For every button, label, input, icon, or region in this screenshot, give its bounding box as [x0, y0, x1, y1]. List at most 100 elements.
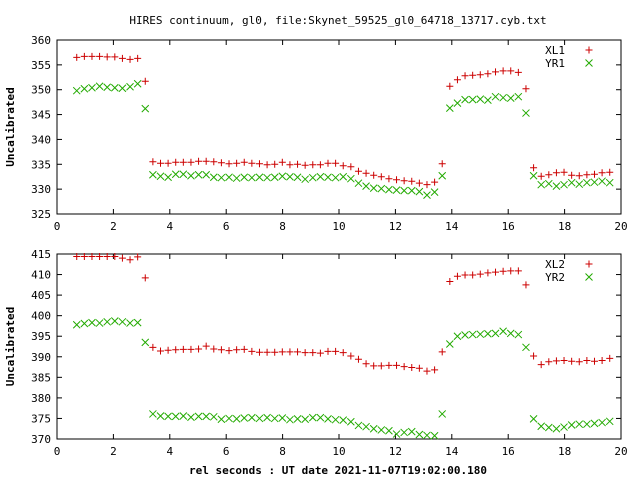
data-point [164, 346, 172, 354]
data-point [316, 172, 325, 181]
data-point [179, 412, 188, 420]
data-point [354, 179, 363, 188]
data-point [248, 159, 256, 167]
data-point [286, 415, 294, 424]
data-point [438, 160, 446, 168]
y-tick-label: 370 [31, 433, 51, 446]
data-point [118, 254, 126, 262]
data-point [590, 419, 599, 428]
data-point [271, 160, 279, 168]
x-tick-label: 8 [279, 220, 286, 233]
data-point [476, 71, 484, 79]
data-point [484, 269, 492, 277]
data-point [575, 420, 584, 429]
data-point [286, 172, 294, 181]
data-point [80, 319, 89, 328]
data-point [225, 414, 233, 423]
y-tick-label: 325 [31, 208, 51, 221]
data-point [377, 184, 386, 193]
y-tick-label: 355 [31, 59, 51, 72]
data-point [438, 410, 447, 418]
data-point [126, 82, 134, 91]
data-point [217, 159, 225, 167]
data-point [73, 53, 81, 61]
data-point [499, 93, 507, 102]
data-point [316, 413, 325, 422]
data-point [377, 362, 385, 370]
x-tick-label: 16 [502, 220, 515, 233]
data-point [248, 173, 256, 182]
data-point [80, 52, 88, 60]
data-point [347, 352, 355, 360]
data-point [415, 179, 423, 187]
data-point [240, 414, 249, 422]
data-point [453, 76, 461, 84]
data-point [415, 430, 424, 439]
data-point [499, 327, 507, 336]
data-point [461, 331, 469, 339]
data-point [331, 173, 340, 182]
data-point [522, 109, 530, 117]
data-point [438, 348, 446, 356]
data-point [423, 181, 431, 189]
data-point [179, 158, 187, 166]
data-point [590, 178, 599, 187]
data-point [331, 415, 340, 424]
data-point [232, 174, 241, 183]
data-point [560, 168, 568, 176]
data-point [583, 356, 591, 364]
data-point [552, 357, 560, 365]
data-point [354, 355, 362, 363]
data-point [506, 329, 515, 338]
data-point [210, 345, 218, 353]
series-yr2 [72, 317, 614, 440]
data-point [370, 362, 378, 370]
data-point [583, 178, 591, 187]
data-point [522, 343, 530, 352]
data-point [362, 169, 370, 177]
data-point [278, 172, 287, 181]
data-point [431, 366, 439, 374]
data-point [484, 70, 492, 78]
data-point [332, 347, 340, 355]
data-point [400, 177, 408, 185]
data-point [476, 330, 485, 339]
data-point [110, 317, 119, 325]
data-point [575, 180, 584, 189]
data-point [293, 415, 302, 423]
data-point [263, 348, 271, 356]
data-point [598, 169, 606, 177]
data-point [339, 416, 348, 424]
data-point [80, 252, 88, 260]
data-point [316, 161, 324, 169]
data-point [126, 256, 134, 264]
data-point [605, 417, 614, 426]
data-point [172, 158, 180, 166]
data-point [103, 83, 112, 92]
data-point [255, 173, 264, 182]
data-point [187, 158, 195, 166]
data-point [111, 252, 119, 260]
data-point [544, 423, 553, 432]
data-point [560, 423, 568, 431]
data-point [506, 94, 515, 103]
data-point [469, 271, 477, 279]
data-point [217, 346, 225, 354]
data-point [492, 268, 500, 276]
data-point [590, 170, 598, 178]
x-tick-label: 2 [110, 445, 117, 458]
y-tick-label: 375 [31, 412, 51, 425]
data-point [179, 170, 188, 179]
data-point [156, 412, 165, 420]
data-point [552, 169, 560, 177]
data-point [537, 422, 546, 431]
data-point [270, 414, 279, 423]
data-point [324, 159, 332, 167]
data-point [415, 187, 424, 196]
data-point [118, 54, 126, 62]
y-tick-label: 345 [31, 109, 51, 122]
y-tick-label: 415 [31, 248, 51, 261]
data-point [514, 92, 523, 101]
data-point [385, 361, 393, 369]
data-point [271, 348, 279, 356]
